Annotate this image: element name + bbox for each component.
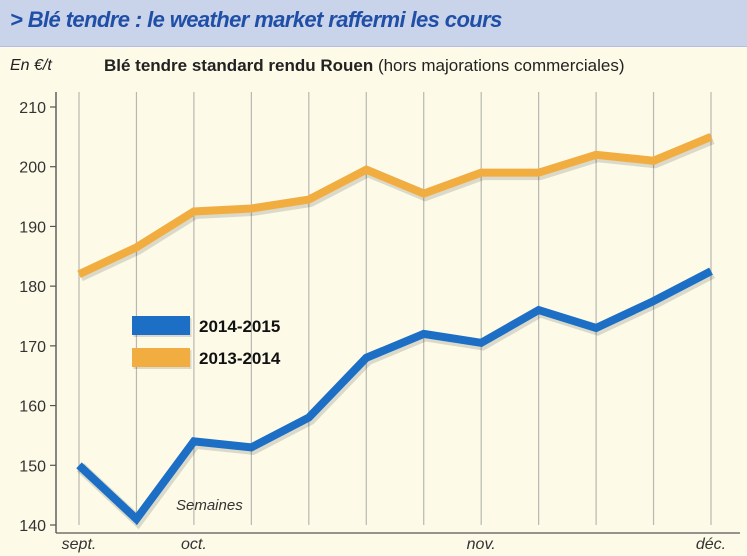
legend-swatch-20142015 [132, 316, 190, 335]
grid-lines [78, 92, 712, 525]
chart-heading: Blé tendre standard rendu Rouen (hors ma… [104, 56, 625, 76]
chart-subtitle: (hors majorations commerciales) [377, 56, 625, 75]
y-tick-label-210: 210 [19, 100, 46, 117]
series-line-20132014 [77, 133, 713, 278]
legend-swatch-20132014 [132, 348, 190, 367]
y-tick-label-170: 170 [19, 339, 46, 356]
legend-label-20142015: 2014-2015 [199, 317, 280, 336]
axes [55, 92, 740, 534]
title-banner: > Blé tendre : le weather market rafferm… [0, 0, 747, 47]
y-tick-label-160: 160 [19, 399, 46, 416]
y-tick-label-140: 140 [19, 518, 46, 535]
chart-title: Blé tendre standard rendu Rouen [104, 56, 374, 75]
series-line-20142015 [76, 267, 713, 526]
x-tick-label-oct: oct. [181, 536, 207, 553]
x-tick-label-sept: sept. [62, 536, 97, 553]
y-tick-label-150: 150 [19, 458, 46, 475]
x-tick-label-nov: nov. [467, 536, 496, 553]
y-tick-label-200: 200 [19, 160, 46, 177]
series-lines [76, 133, 716, 530]
y-tick-label-190: 190 [19, 219, 46, 236]
y-tick-labels: 140 150 160 170 180 190 200 210 [19, 100, 56, 535]
x-axis-label: Semaines [176, 497, 243, 514]
x-tick-label-déc: déc. [696, 536, 726, 553]
banner-title: > Blé tendre : le weather market rafferm… [10, 7, 502, 32]
y-tick-label-180: 180 [19, 279, 46, 296]
legend-label-20132014: 2013-2014 [199, 349, 281, 368]
unit-label: En €/t [10, 57, 52, 74]
legend: 2014-2015 2013-2014 [132, 316, 281, 369]
series-shadow-20142015 [76, 268, 716, 530]
x-tick-labels: sept. oct. nov. déc. [62, 536, 726, 553]
